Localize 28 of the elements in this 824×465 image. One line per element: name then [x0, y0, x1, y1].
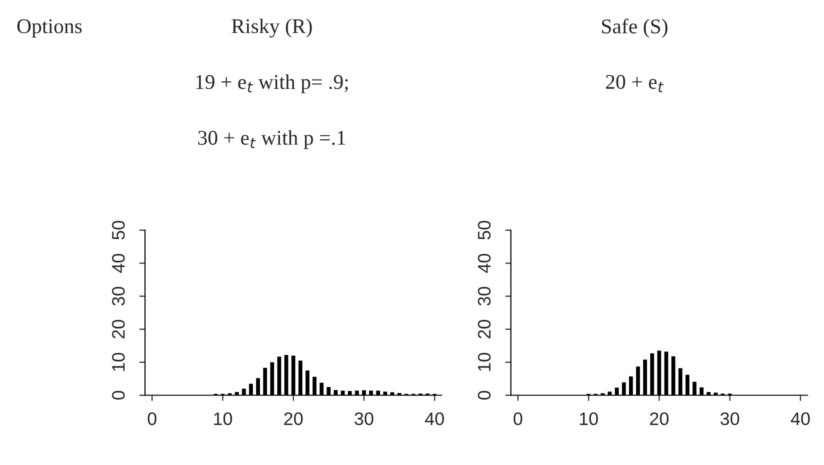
chart-title: Safe (S) — [602, 18, 668, 38]
x-tick-label: 10 — [214, 412, 232, 426]
y-tick-label: 40 — [112, 254, 125, 273]
y-tick-label: 30 — [112, 286, 125, 306]
x-tick-label: 10 — [580, 412, 598, 426]
y-tick-label: 50 — [112, 220, 125, 240]
y-tick-label: 20 — [478, 320, 491, 338]
text: 20 + e$_{t}$ — [606, 74, 664, 92]
x-tick-label: 30 — [720, 412, 740, 426]
y-tick-label: 40 — [478, 254, 491, 273]
y-tick-label: 0 — [112, 390, 125, 400]
y-tick-label: 50 — [478, 220, 491, 240]
chart-title: Risky (R) — [232, 18, 312, 38]
x-tick-label: 40 — [424, 412, 444, 426]
y-tick-label: 20 — [112, 320, 125, 338]
x-tick-label: 0 — [148, 412, 156, 426]
x-tick-label: 20 — [284, 412, 303, 426]
text: Options — [17, 19, 82, 38]
x-tick-label: 20 — [650, 412, 669, 426]
text: 30 + e$_{t}$ with p =.1 — [198, 130, 346, 150]
y-tick-label: 0 — [478, 390, 491, 400]
y-tick-label: 10 — [478, 352, 491, 371]
y-tick-label: 30 — [478, 286, 491, 306]
x-tick-label: 0 — [514, 412, 522, 426]
text: 19 + e$_{t}$ with p= .9; — [196, 74, 348, 94]
x-tick-label: 40 — [790, 412, 810, 426]
y-tick-label: 10 — [112, 352, 125, 371]
x-tick-label: 30 — [354, 412, 374, 426]
